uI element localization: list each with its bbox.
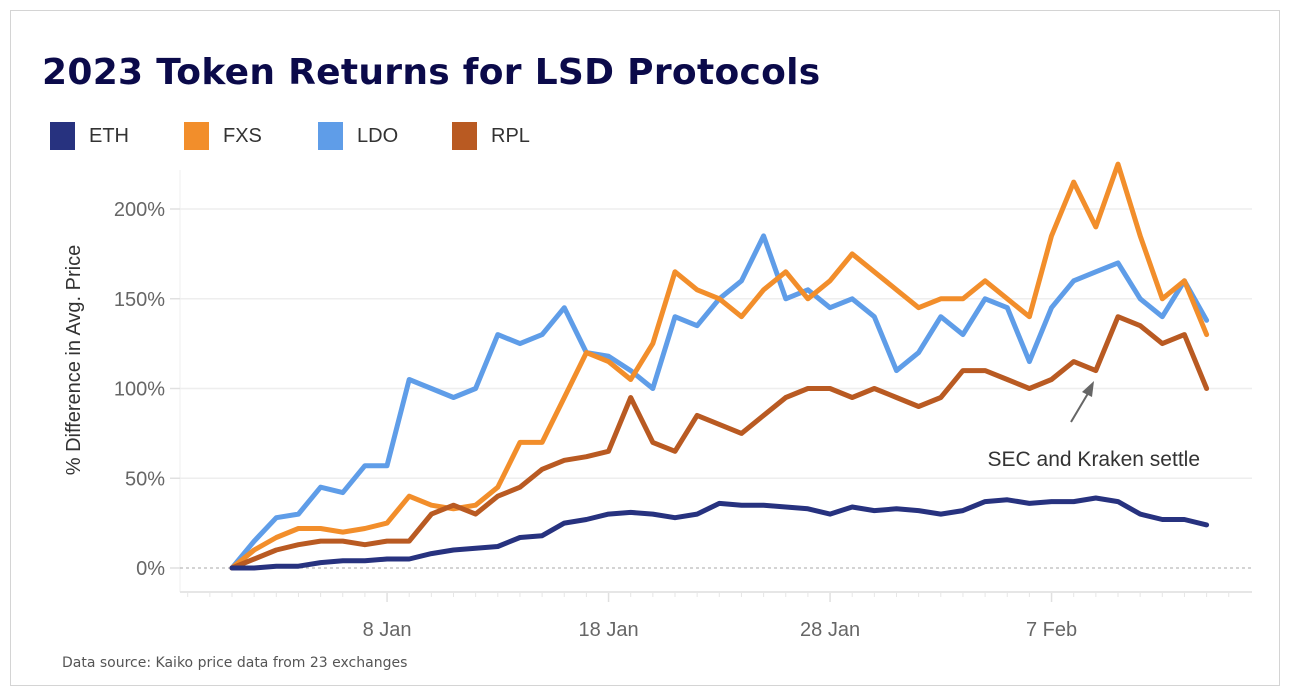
legend-label: LDO: [357, 124, 399, 147]
legend-label: RPL: [491, 124, 530, 147]
series-line-ldo[interactable]: [229, 233, 1210, 571]
legend-swatch: [318, 122, 343, 150]
x-tick-label: 8 Jan: [363, 619, 412, 641]
chart-frame: [10, 10, 1280, 686]
y-tick-label: 0%: [136, 558, 165, 580]
series-line-rpl[interactable]: [229, 314, 1210, 571]
legend-item-eth[interactable]: ETH: [50, 122, 184, 150]
data-source-note: Data source: Kaiko price data from 23 ex…: [62, 655, 408, 671]
annotation: SEC and Kraken settle: [988, 381, 1200, 471]
legend-swatch: [452, 122, 477, 150]
legend-item-fxs[interactable]: FXS: [184, 122, 318, 150]
legend-label: FXS: [223, 124, 262, 147]
annotation-arrow: [1070, 389, 1091, 423]
legend-item-ldo[interactable]: LDO: [318, 122, 452, 150]
x-tick-label: 7 Feb: [1026, 619, 1077, 641]
legend-item-rpl[interactable]: RPL: [452, 122, 586, 150]
y-axis-title: % Difference in Avg. Price: [63, 245, 85, 476]
series-line-eth[interactable]: [229, 495, 1210, 571]
x-tick-label: 18 Jan: [579, 619, 639, 641]
y-tick-label: 50%: [125, 468, 165, 490]
x-tick-label: 28 Jan: [800, 619, 860, 641]
legend-swatch: [50, 122, 75, 150]
legend-label: ETH: [89, 124, 129, 147]
chart-title: 2023 Token Returns for LSD Protocols: [42, 52, 821, 93]
legend-swatch: [184, 122, 209, 150]
y-tick-label: 200%: [114, 199, 165, 221]
annotation-arrowhead: [1082, 381, 1094, 397]
series-line-fxs[interactable]: [229, 161, 1210, 571]
y-tick-label: 100%: [114, 379, 165, 401]
y-tick-label: 150%: [114, 289, 165, 311]
legend: ETH FXS LDO RPL: [50, 122, 586, 150]
annotation-text: SEC and Kraken settle: [988, 448, 1200, 471]
